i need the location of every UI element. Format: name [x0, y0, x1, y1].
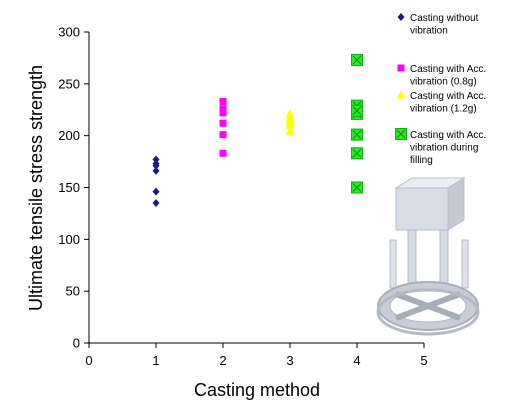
- legend-label: filling: [410, 155, 433, 166]
- data-markers: [152, 53, 363, 208]
- y-tick-label: 150: [58, 180, 80, 195]
- legend-label: Casting with Acc.: [410, 64, 486, 75]
- data-point: [152, 155, 160, 164]
- data-point: [219, 119, 227, 127]
- y-tick-label: 200: [58, 128, 80, 143]
- x-tick-label: 5: [420, 353, 427, 368]
- casting-fixture-illustration: [376, 177, 480, 336]
- legend-label: vibration: [410, 26, 448, 37]
- x-tick-label: 4: [353, 353, 360, 368]
- legend-label: Casting with Acc.: [410, 130, 486, 141]
- legend: Casting without vibration Casting with Acc…: [395, 13, 486, 166]
- data-point: [285, 112, 295, 121]
- data-point: [351, 147, 363, 160]
- y-axis-title: Ultimate tensile stress strength: [26, 65, 46, 311]
- legend-label: vibration during: [410, 143, 478, 154]
- legend-marker: [397, 64, 405, 72]
- data-point: [351, 104, 363, 117]
- data-point: [152, 166, 160, 175]
- y-tick-label: 0: [73, 336, 80, 351]
- y-tick-label: 50: [66, 284, 80, 299]
- y-axis: 0 50 100 150 200 250 300: [58, 25, 90, 351]
- data-point: [219, 109, 227, 117]
- series-4: [351, 53, 363, 194]
- y-tick-label: 250: [58, 76, 80, 91]
- legend-label: vibration (0.8g): [410, 77, 477, 88]
- y-tick-label: 300: [58, 25, 80, 40]
- data-point: [219, 149, 227, 157]
- data-point: [285, 127, 295, 136]
- series-2: [219, 97, 227, 157]
- series-3: [285, 109, 295, 136]
- x-tick-label: 1: [152, 353, 159, 368]
- data-point: [219, 105, 227, 113]
- data-point: [219, 97, 227, 105]
- legend-item: Casting with Acc. vibration (0.8g): [397, 64, 486, 88]
- data-point: [152, 187, 160, 196]
- x-axis: 0 1 2 3 4 5: [85, 342, 428, 368]
- data-point: [351, 128, 363, 141]
- data-point: [351, 181, 363, 194]
- x-tick-label: 0: [85, 353, 92, 368]
- legend-label: vibration (1.2g): [410, 104, 477, 115]
- data-point: [285, 120, 295, 129]
- y-tick-label: 100: [58, 232, 80, 247]
- data-point: [152, 199, 160, 208]
- legend-marker: [395, 128, 407, 140]
- data-point: [351, 53, 363, 66]
- legend-marker: [396, 90, 406, 99]
- legend-item: Casting with Acc. vibration (1.2g): [396, 90, 486, 115]
- legend-label: Casting with Acc.: [410, 91, 486, 102]
- x-axis-title: Casting method: [194, 380, 320, 400]
- legend-label: Casting without: [410, 13, 479, 24]
- data-point: [219, 131, 227, 139]
- x-tick-label: 2: [219, 353, 226, 368]
- x-tick-label: 3: [286, 353, 293, 368]
- series-1: [152, 155, 160, 208]
- data-point: [152, 159, 160, 168]
- legend-marker: [397, 13, 405, 21]
- legend-item: Casting without vibration: [397, 13, 479, 37]
